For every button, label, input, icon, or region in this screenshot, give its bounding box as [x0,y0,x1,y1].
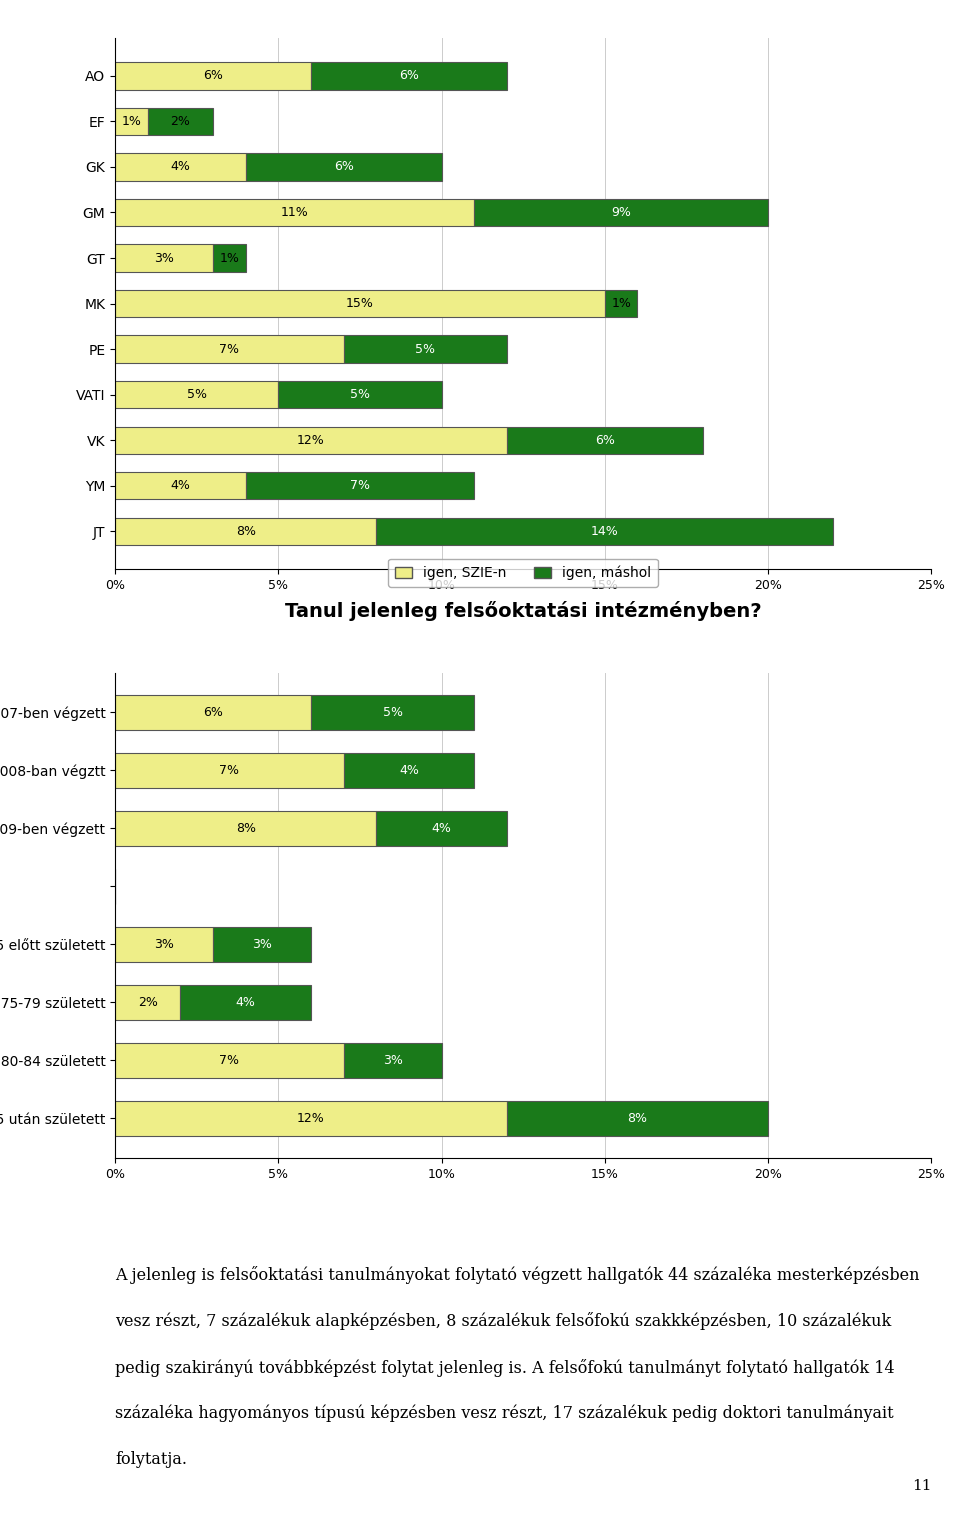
Text: százaléka hagyományos típusú képzésben vesz részt, 17 százalékuk pedig doktori t: százaléka hagyományos típusú képzésben v… [115,1404,894,1422]
Bar [115,1043,344,1078]
Bar [115,810,376,845]
Bar [507,426,703,454]
Text: 2%: 2% [171,114,190,128]
Bar [115,694,311,730]
Text: 5%: 5% [187,388,206,401]
Bar [115,1101,507,1136]
Text: A jelenleg is felsőoktatási tanulmányokat folytató végzett hallgatók 44 százalék: A jelenleg is felsőoktatási tanulmányoka… [115,1266,920,1284]
Bar [311,62,507,90]
Bar [180,985,311,1020]
Bar [213,244,246,271]
Text: 3%: 3% [252,938,272,950]
Legend: igen, SZIE-n, igen, máshol: igen, SZIE-n, igen, máshol [389,559,658,586]
Text: 3%: 3% [155,251,174,265]
Bar [605,289,637,317]
Text: 3%: 3% [383,1054,402,1066]
Text: 6%: 6% [399,70,419,82]
Text: 7%: 7% [220,765,239,777]
Bar [213,928,311,961]
Bar [115,62,311,90]
Text: 1%: 1% [122,114,141,128]
Bar [246,472,474,500]
Text: 11%: 11% [281,206,308,219]
Text: 6%: 6% [204,705,223,719]
Text: 7%: 7% [220,343,239,355]
Text: 7%: 7% [220,1054,239,1066]
Bar [115,928,213,961]
Text: 12%: 12% [298,1112,324,1125]
Bar [115,335,344,362]
Text: 3%: 3% [155,938,174,950]
Bar [376,518,833,545]
Text: 5%: 5% [416,343,435,355]
Text: 12%: 12% [298,434,324,446]
Bar [376,810,507,845]
Text: 5%: 5% [350,388,370,401]
Text: 5%: 5% [383,705,402,719]
Bar [115,289,605,317]
Text: 9%: 9% [612,206,631,219]
Bar [115,108,148,136]
Bar [115,518,376,545]
Text: vesz részt, 7 százalékuk alapképzésben, 8 százalékuk felsőfokú szakkképzésben, 1: vesz részt, 7 százalékuk alapképzésben, … [115,1313,892,1331]
Text: 8%: 8% [628,1112,647,1125]
Text: 4%: 4% [432,822,451,835]
Bar [115,244,213,271]
Bar [115,752,344,787]
Text: 4%: 4% [236,996,255,1008]
Text: 4%: 4% [399,765,419,777]
Bar [344,752,474,787]
Bar [311,694,474,730]
Text: folytatja.: folytatja. [115,1451,187,1468]
Bar [115,985,180,1020]
Text: 1%: 1% [612,297,631,311]
Text: 8%: 8% [236,525,255,538]
Text: 15%: 15% [346,297,374,311]
Bar [148,108,213,136]
Bar [115,472,246,500]
Text: 7%: 7% [350,480,370,492]
Bar [115,154,246,181]
Bar [246,154,442,181]
Bar [278,381,442,408]
Bar [344,335,507,362]
Text: 11: 11 [912,1479,931,1493]
Bar [115,381,278,408]
Bar [474,200,768,225]
Text: pedig szakirányú továbbképzést folytat jelenleg is. A felsőfokú tanulmányt folyt: pedig szakirányú továbbképzést folytat j… [115,1359,895,1377]
Text: 1%: 1% [220,251,239,265]
Text: 4%: 4% [171,160,190,174]
Text: 4%: 4% [171,480,190,492]
Text: 8%: 8% [236,822,255,835]
Bar [507,1101,768,1136]
Text: 2%: 2% [138,996,157,1008]
Text: 14%: 14% [591,525,618,538]
Bar [344,1043,442,1078]
Text: 6%: 6% [204,70,223,82]
Bar [115,200,474,225]
Text: 6%: 6% [334,160,353,174]
Text: 6%: 6% [595,434,614,446]
Title: Tanul jelenleg felsőoktatási intézményben?: Tanul jelenleg felsőoktatási intézménybe… [285,602,761,621]
Bar [115,426,507,454]
